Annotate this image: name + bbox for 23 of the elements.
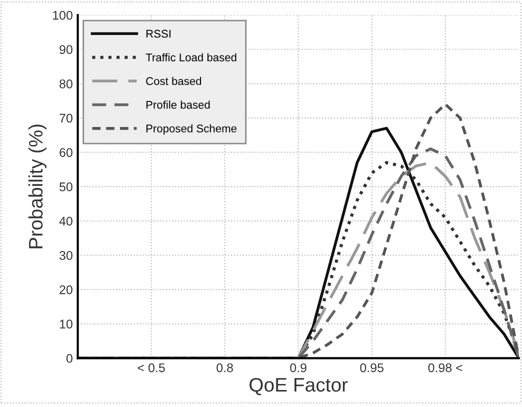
y-tick-label: 60 <box>60 148 72 157</box>
legend-label: Traffic Load based <box>146 53 236 62</box>
x-axis-title: QoE Factor <box>250 378 348 396</box>
y-tick-label: 40 <box>59 216 72 226</box>
y-tick-label: 80 <box>60 79 72 88</box>
y-tick-label: 70 <box>60 114 72 123</box>
y-tick-label: 0 <box>66 354 72 363</box>
y-tick-label: 90 <box>60 45 72 54</box>
legend-label: Cost based <box>146 76 202 86</box>
x-tick-label: < 0.5 <box>138 363 165 372</box>
y-tick-label: 10 <box>60 320 72 328</box>
x-tick-label: 0.98 < <box>428 363 462 372</box>
x-tick-label: 0.9 <box>290 363 306 372</box>
y-tick-label: 20 <box>60 285 72 294</box>
y-tick-label: 30 <box>59 251 72 260</box>
y-tick-label: 100 <box>53 10 72 20</box>
x-tick-label: 0.8 <box>216 363 233 372</box>
legend-label: Proposed Scheme <box>146 124 236 135</box>
y-axis-title: Probability (%) <box>28 124 47 248</box>
legend-label: RSSI <box>146 30 170 38</box>
legend-label: Profile based <box>146 100 210 109</box>
x-tick-label: 0.95 <box>360 363 384 372</box>
y-tick-label: 50 <box>60 182 72 192</box>
